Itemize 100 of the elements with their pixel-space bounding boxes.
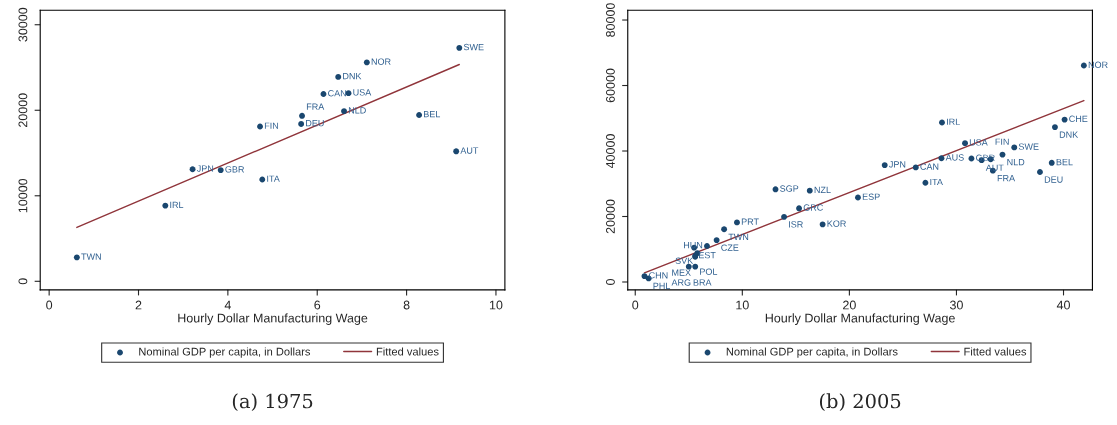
x-tick-label: 20 (843, 300, 856, 310)
y-tick-label: 20000 (18, 93, 28, 128)
y-tick-label: 0 (18, 278, 28, 285)
text: (a) 1975 (232, 393, 313, 412)
point (217, 167, 224, 174)
annotation: AUS (945, 154, 964, 161)
point (806, 187, 813, 194)
legend-label: Nominal GDP per capita, in Dollars (726, 347, 898, 358)
point (912, 164, 919, 171)
x-tick-label: 8 (403, 300, 410, 310)
point (298, 121, 305, 127)
y-tick-label: 80000 (606, 3, 615, 37)
annotation: ITA (267, 175, 280, 182)
point (692, 263, 699, 270)
point (734, 219, 740, 226)
point (968, 155, 975, 162)
annotation: PRT (741, 218, 759, 225)
annotation: NLD (1007, 159, 1025, 166)
annotation: FRA (306, 103, 325, 110)
y-tick-label: 30000 (18, 7, 28, 42)
annotation: NZL (814, 186, 831, 193)
point (341, 108, 347, 115)
x-tick-label: 10 (736, 300, 749, 310)
x-tick-label: 10 (489, 300, 503, 310)
annotation: CHE (1069, 115, 1088, 122)
x-tick-label: 40 (1056, 300, 1070, 310)
point (257, 123, 263, 130)
annotation: CAN (328, 90, 346, 97)
point (1080, 62, 1087, 69)
legend-label: Nominal GDP per capita, in Dollars (139, 347, 311, 358)
annotation: FIN (995, 138, 1009, 145)
point (1011, 144, 1018, 151)
annotation: FIN (264, 122, 279, 129)
point (999, 151, 1006, 158)
annotation: SGP (780, 185, 799, 192)
annotation: GBR (225, 166, 245, 173)
x-tick-label: 2 (135, 300, 142, 310)
x-axis-title: Hourly Dollar Manufacturing Wage (765, 313, 955, 325)
legend-label: Fitted values (376, 347, 439, 356)
annotation: KOR (827, 220, 846, 227)
x-tick-label: 6 (314, 300, 321, 310)
point (162, 202, 169, 209)
annotation: SWE (1018, 143, 1039, 150)
annotation: HUN (684, 242, 703, 249)
annotation: SWE (463, 43, 484, 51)
annotation: CZE (721, 244, 739, 251)
y-tick-label: 40000 (606, 134, 615, 169)
point (73, 254, 80, 261)
annotation: DNK (1059, 131, 1079, 138)
annotation: NOR (371, 58, 391, 65)
y-tick-label: 20000 (606, 199, 615, 234)
x-tick-label: 0 (632, 300, 639, 310)
annotation: BEL (1056, 158, 1073, 166)
annotation: DEU (1044, 176, 1063, 183)
annotation: DEU (306, 120, 324, 127)
annotation: MEX (672, 269, 691, 276)
point (320, 91, 327, 97)
point (1048, 159, 1055, 166)
annotation: SVK (675, 257, 694, 264)
text: (b) 2005 (819, 393, 901, 412)
annotation: ARG (671, 279, 691, 286)
y-tick-label: 60000 (606, 68, 615, 103)
point (456, 44, 463, 51)
annotation: AUT (985, 164, 1004, 171)
annotation: EST (699, 251, 716, 259)
annotation: CHN (649, 272, 668, 279)
point (881, 162, 888, 169)
x-tick-label: 0 (46, 300, 53, 310)
point (721, 226, 728, 233)
point (363, 59, 370, 66)
point (939, 119, 945, 126)
annotation: BRA (693, 279, 712, 286)
annotation: JPN (196, 165, 214, 172)
x-tick-label: 30 (949, 300, 963, 310)
annotation: TWN (81, 253, 101, 260)
point (819, 221, 826, 228)
annotation: ISR (789, 221, 803, 228)
annotation: USA (353, 89, 372, 96)
annotation: NLD (348, 107, 366, 114)
point (299, 112, 305, 119)
point (335, 73, 342, 80)
point (922, 179, 929, 186)
point (1061, 116, 1068, 123)
point (781, 213, 788, 220)
point (713, 237, 720, 244)
point (189, 166, 196, 173)
x-tick-label: 4 (224, 300, 231, 310)
point (796, 205, 803, 212)
point (1052, 124, 1058, 131)
annotation: JPN (889, 161, 906, 168)
annotation: DNK (343, 73, 362, 80)
y-tick-label: 10000 (18, 178, 28, 213)
y-tick-label: 0 (606, 279, 615, 285)
legend-label: Fitted values (964, 347, 1027, 356)
point (704, 243, 710, 249)
annotation: POL (700, 268, 718, 275)
point (855, 194, 861, 201)
point (416, 112, 423, 118)
annotation: ESP (862, 193, 880, 200)
point (962, 140, 968, 147)
